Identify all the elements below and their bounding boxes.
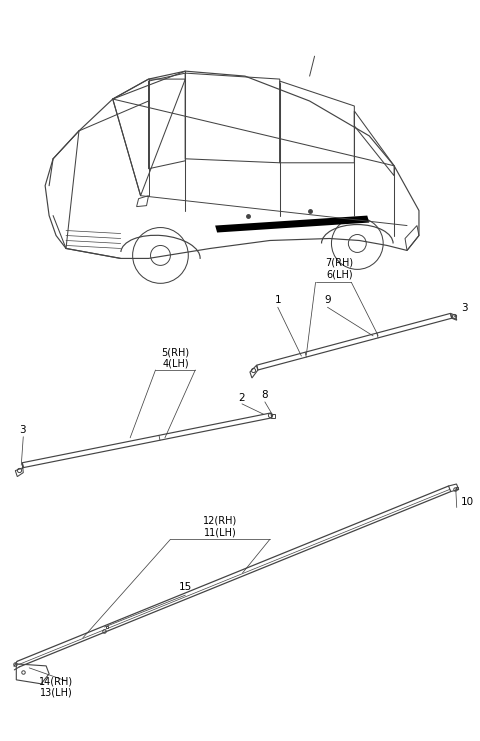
Text: 14(RH)
13(LH): 14(RH) 13(LH) [39,676,73,697]
Text: 7(RH)
6(LH): 7(RH) 6(LH) [325,258,353,279]
Text: 3: 3 [461,303,468,313]
Text: 10: 10 [461,496,474,507]
Text: 12(RH)
11(LH): 12(RH) 11(LH) [203,516,237,537]
Text: 2: 2 [239,393,245,403]
Text: 8: 8 [262,390,268,400]
Text: 3: 3 [19,425,26,435]
Text: 15: 15 [179,582,192,592]
Text: 1: 1 [275,295,281,305]
Text: 9: 9 [324,295,331,305]
Text: 5(RH)
4(LH): 5(RH) 4(LH) [161,348,190,369]
Polygon shape [215,216,369,233]
